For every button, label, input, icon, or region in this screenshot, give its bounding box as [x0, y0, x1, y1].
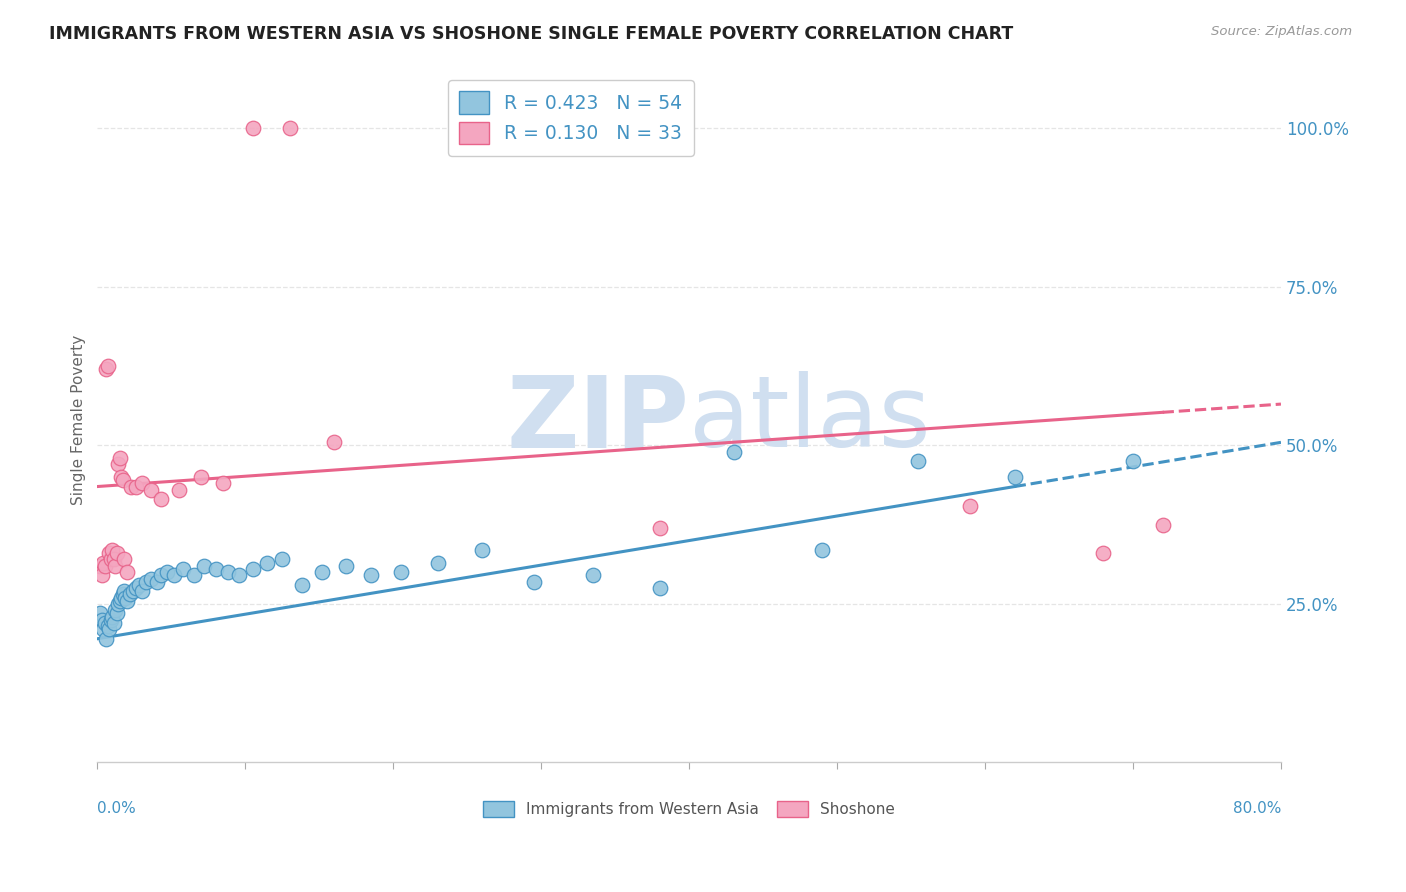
Point [648, 581, 671, 595]
Point [111, 473, 134, 487]
Point [183, 568, 205, 582]
Point [105, 607, 128, 621]
Point [128, 578, 150, 592]
Point [98, 546, 121, 560]
Point [94, 615, 117, 630]
Point [110, 591, 132, 605]
Point [100, 552, 122, 566]
Text: 0.0%: 0.0% [97, 801, 136, 816]
Point [278, 121, 301, 136]
Point [135, 574, 157, 589]
Point [98, 622, 121, 636]
Text: IMMIGRANTS FROM WESTERN ASIA VS SHOSHONE SINGLE FEMALE POVERTY CORRELATION CHART: IMMIGRANTS FROM WESTERN ASIA VS SHOSHONE… [49, 25, 1014, 43]
Point [311, 565, 333, 579]
Point [114, 591, 136, 605]
Point [101, 609, 124, 624]
Point [120, 479, 142, 493]
Point [323, 435, 346, 450]
Point [1122, 454, 1144, 468]
Point [426, 556, 449, 570]
Point [290, 578, 312, 592]
Point [193, 558, 215, 573]
Point [97, 619, 120, 633]
Point [1092, 546, 1115, 560]
Point [163, 568, 186, 582]
Point [811, 543, 834, 558]
Point [149, 492, 172, 507]
Point [118, 587, 141, 601]
Point [90, 613, 112, 627]
Point [389, 565, 412, 579]
Point [111, 587, 134, 601]
Point [110, 470, 132, 484]
Point [723, 444, 745, 458]
Point [172, 562, 194, 576]
Point [90, 568, 112, 582]
Point [907, 454, 929, 468]
Point [104, 603, 127, 617]
Text: Source: ZipAtlas.com: Source: ZipAtlas.com [1212, 25, 1353, 38]
Point [648, 521, 671, 535]
Point [96, 362, 118, 376]
Point [167, 483, 190, 497]
Point [89, 607, 111, 621]
Point [103, 615, 125, 630]
Point [271, 552, 294, 566]
Point [107, 458, 129, 472]
Point [91, 622, 114, 636]
Y-axis label: Single Female Poverty: Single Female Poverty [72, 334, 86, 505]
Point [523, 574, 546, 589]
Point [108, 450, 131, 465]
Point [91, 556, 114, 570]
Point [112, 552, 135, 566]
Point [125, 581, 148, 595]
Text: 80.0%: 80.0% [1233, 801, 1281, 816]
Point [115, 565, 138, 579]
Text: atlas: atlas [689, 371, 931, 468]
Point [204, 562, 226, 576]
Point [125, 479, 148, 493]
Point [139, 483, 162, 497]
Point [242, 562, 264, 576]
Point [100, 613, 122, 627]
Point [101, 543, 124, 558]
Point [1004, 470, 1026, 484]
Point [242, 121, 264, 136]
Point [335, 558, 357, 573]
Point [471, 543, 494, 558]
Point [104, 558, 127, 573]
Point [94, 558, 117, 573]
Point [360, 568, 382, 582]
Point [582, 568, 605, 582]
Point [145, 574, 167, 589]
Point [121, 584, 143, 599]
Point [107, 597, 129, 611]
Point [212, 476, 235, 491]
Text: ZIP: ZIP [506, 371, 689, 468]
Point [139, 572, 162, 586]
Point [1152, 517, 1174, 532]
Point [96, 632, 118, 646]
Point [108, 593, 131, 607]
Point [103, 552, 125, 566]
Point [217, 565, 239, 579]
Point [115, 593, 138, 607]
Point [149, 568, 172, 582]
Point [256, 556, 278, 570]
Point [89, 558, 111, 573]
Point [228, 568, 250, 582]
Point [112, 584, 135, 599]
Point [131, 584, 153, 599]
Point [131, 476, 153, 491]
Point [190, 470, 212, 484]
Legend: Immigrants from Western Asia, Shoshone: Immigrants from Western Asia, Shoshone [477, 795, 901, 823]
Point [156, 565, 179, 579]
Point [105, 546, 128, 560]
Point [959, 499, 981, 513]
Point [97, 359, 120, 373]
